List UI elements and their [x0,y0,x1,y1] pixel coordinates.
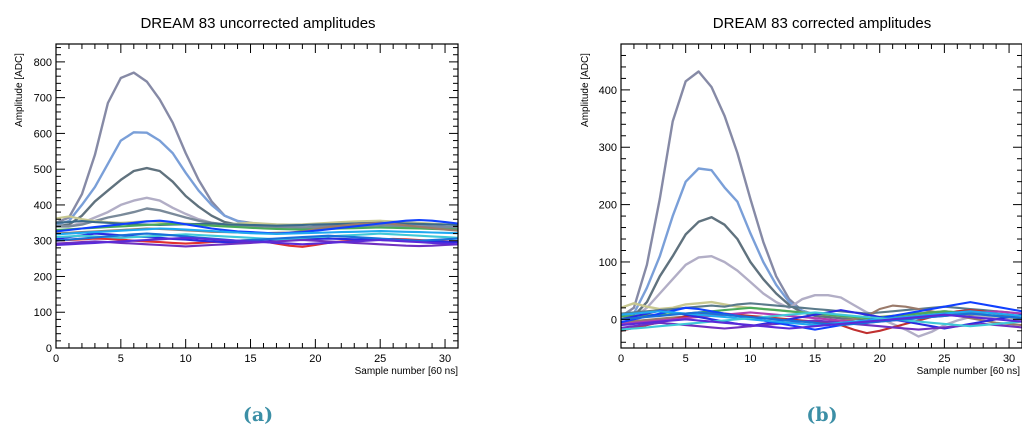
panel-b-x-tick-label: 25 [938,353,950,365]
panel-a-x-tick-label: 20 [309,353,321,365]
panel-b-y-axis-label: Amplitude [ADC] [580,53,591,127]
panel-a-x-tick-label: 25 [374,353,386,365]
panel-a-y-axis-label: Amplitude [ADC] [14,53,25,127]
panel-a-frame [55,43,459,349]
panel-b-x-tick-label: 30 [1003,353,1015,365]
panel-b-x-tick-label: 15 [809,353,821,365]
panel-b-corrected: DREAM 83 corrected amplitudes Amplitude … [580,15,1022,426]
panel-a-series-line-2 [56,131,458,230]
panel-b-series-line-4 [621,255,1022,338]
panel-b-x-axis-label: Sample number [60 ns] [917,366,1021,377]
panel-a-x-tick-label: 0 [53,353,59,365]
panel-a-series-line-15 [56,232,458,241]
panel-b-frame [620,43,1022,349]
panel-a-y-tick-label: 0 [46,343,52,355]
panel-a-series-line-17 [56,236,458,247]
panel-a-uncorrected: DREAM 83 uncorrected amplitudes Amplitud… [14,15,459,426]
panel-a-series-line-3 [56,166,458,231]
panel-a-x-axis-label: Sample number [60 ns] [355,366,459,377]
panel-a-x-tick-label: 10 [180,353,192,365]
panel-a-series-line-14 [56,227,458,236]
panel-b-y-tick-label: 200 [599,200,617,212]
panel-b-y-tick-label: 100 [599,257,617,269]
panel-b-series-line-17 [621,313,1022,330]
panel-a-series-line-16 [56,232,458,242]
panel-a-y-tick-label: 600 [34,128,52,140]
panel-a-x-tick-label: 15 [244,353,256,365]
panel-b-title: DREAM 83 corrected amplitudes [713,15,931,32]
panel-b-x-tick-label: 5 [683,353,689,365]
panel-a-y-tick-label: 500 [34,164,52,176]
panel-a-y-tick-label: 300 [34,236,52,248]
panel-a-y-tick-label: 700 [34,93,52,105]
panel-b-x-tick-label: 0 [618,353,624,365]
panel-a-x-tick-label: 30 [439,353,451,365]
panel-b-series-line-12 [621,319,1022,331]
panel-a-series-line-8 [56,222,458,232]
panel-b-caption: (b) [806,404,837,426]
panel-b-series-line-15 [621,311,1022,331]
panel-a-y-tick-label: 200 [34,271,52,283]
panel-a-x-tick-label: 5 [118,353,124,365]
panel-b-series-line-13 [621,301,1022,331]
panel-b-x-tick-label: 20 [874,353,886,365]
panel-b-y-tick-label: 300 [599,142,617,154]
panel-b-y-tick-label: 0 [611,314,617,326]
panel-a-y-tick-label: 400 [34,200,52,212]
panel-a-caption: (a) [243,404,273,426]
panel-a-y-tick-label: 100 [34,307,52,319]
panel-a-title: DREAM 83 uncorrected amplitudes [140,15,375,32]
panel-b-y-tick-label: 400 [599,85,617,97]
panel-b-x-tick-label: 10 [744,353,756,365]
panel-a-y-tick-label: 800 [34,57,52,69]
